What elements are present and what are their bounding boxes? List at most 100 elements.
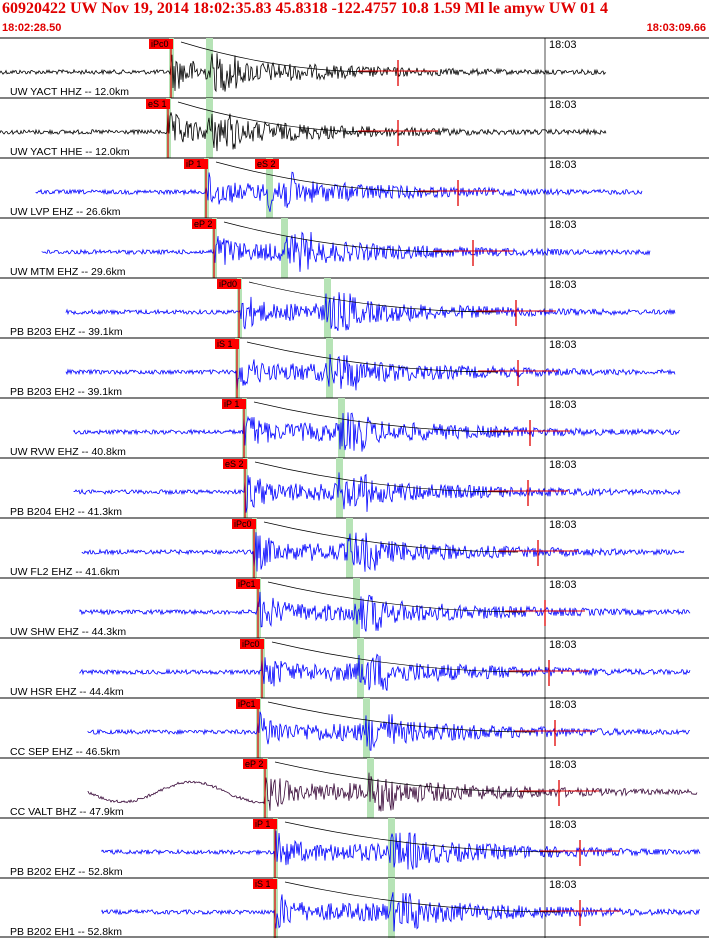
phase-pick-flag[interactable] xyxy=(243,759,267,769)
event-title: 60920422 UW Nov 19, 2014 18:02:35.83 45.… xyxy=(2,0,609,17)
s-window-band xyxy=(353,578,360,638)
coda-duration-curve xyxy=(223,221,454,253)
s-window-band xyxy=(206,38,213,98)
minute-tick-label: 18:03 xyxy=(549,219,577,231)
phase-pick-flag-secondary[interactable] xyxy=(255,159,279,169)
phase-pick-label: iPc0 xyxy=(234,519,252,529)
phase-pick-flag[interactable] xyxy=(232,519,256,529)
waveform-trace xyxy=(79,591,691,632)
minute-tick-label: 18:03 xyxy=(549,759,577,771)
trace-panel: 18:03 iP 1 eS 2 UW LVP EHZ -- 26.6km xyxy=(0,157,709,218)
minute-tick-label: 18:03 xyxy=(549,459,577,471)
phase-pick-flag[interactable] xyxy=(192,219,216,229)
trace-panel: 18:03 eS 1 UW YACT HHE -- 12.0km xyxy=(0,97,709,158)
minute-tick-label: 18:03 xyxy=(549,39,577,51)
waveform-trace xyxy=(73,412,681,452)
phase-pick-flag[interactable] xyxy=(215,339,239,349)
station-label: UW YACT HHE -- 12.0km xyxy=(10,146,130,158)
trace-panel: 18:03 iS 1 PB B203 EH2 -- 39.1km xyxy=(0,337,709,398)
phase-pick-flag[interactable] xyxy=(184,159,208,169)
phase-pick-flag[interactable] xyxy=(236,579,260,589)
minute-tick-label: 18:03 xyxy=(549,279,577,291)
window-start-time: 18:02:28.50 xyxy=(2,22,62,34)
trace-panel: 18:03 iP 1 PB B202 EHZ -- 52.8km xyxy=(0,817,709,878)
trace-panel: 18:03 eS 2 PB B204 EH2 -- 41.3km xyxy=(0,457,709,518)
phase-pick-flag[interactable] xyxy=(253,879,277,889)
waveform-trace xyxy=(87,772,698,812)
trace-panel: 18:03 eP 2 UW MTM EHZ -- 29.6km xyxy=(0,217,709,278)
s-window-band xyxy=(346,518,353,578)
minute-tick-label: 18:03 xyxy=(549,159,577,171)
waveform-trace xyxy=(87,711,690,751)
station-label: UW RVW EHZ -- 40.8km xyxy=(10,446,126,458)
station-label: CC SEP EHZ -- 46.5km xyxy=(10,746,120,758)
trace-panel: 18:03 iS 1 PB B202 EH1 -- 52.8km xyxy=(0,877,709,938)
waveform-trace xyxy=(35,171,643,212)
trace-panel: 18:03 iPc0 UW HSR EHZ -- 44.4km xyxy=(0,637,709,698)
station-label: UW MTM EHZ -- 29.6km xyxy=(10,266,126,278)
station-label: CC VALT BHZ -- 47.9km xyxy=(10,806,124,818)
window-end-time: 18:03:09.66 xyxy=(646,22,706,34)
trace-panel: 18:03 iPc0 UW FL2 EHZ -- 41.6km xyxy=(0,517,709,578)
coda-duration-curve xyxy=(267,581,526,613)
phase-pick-flag[interactable] xyxy=(149,39,173,49)
event-header: 60920422 UW Nov 19, 2014 18:02:35.83 45.… xyxy=(0,0,709,38)
coda-duration-curve xyxy=(246,341,499,373)
coda-duration-curve xyxy=(271,641,530,673)
phase-pick-label: iPc1 xyxy=(238,699,256,709)
phase-pick-label: eS 1 xyxy=(148,99,167,109)
coda-duration-curve xyxy=(284,821,561,853)
coda-duration-curve xyxy=(215,161,439,193)
minute-tick-label: 18:03 xyxy=(549,819,577,831)
waveform-trace xyxy=(0,53,607,93)
minute-tick-label: 18:03 xyxy=(549,339,577,351)
station-label: UW YACT HHZ -- 12.0km xyxy=(10,86,129,98)
phase-pick-flag[interactable] xyxy=(236,699,260,709)
station-label: UW FL2 EHZ -- 41.6km xyxy=(10,566,120,578)
waveform-trace xyxy=(0,111,607,152)
phase-pick-flag[interactable] xyxy=(146,99,170,109)
minute-tick-label: 18:03 xyxy=(549,879,577,891)
station-label: PB B204 EH2 -- 41.3km xyxy=(10,506,122,518)
s-window-band xyxy=(388,878,395,938)
phase-pick-flag[interactable] xyxy=(217,279,241,289)
minute-tick-label: 18:03 xyxy=(549,99,577,111)
waveform-trace xyxy=(73,472,681,513)
coda-duration-curve xyxy=(267,701,536,733)
trace-panel: 18:03 iPc0 UW YACT HHZ -- 12.0km xyxy=(0,37,709,98)
trace-panel: 18:03 iPc1 UW SHW EHZ -- 44.3km xyxy=(0,577,709,638)
trace-panel: 18:03 iPd0 PB B203 EHZ -- 39.1km xyxy=(0,277,709,338)
phase-pick-label: iPc1 xyxy=(238,579,256,589)
phase-pick-label: iS 1 xyxy=(217,339,233,349)
waveform-trace xyxy=(41,231,651,272)
trace-panel: 18:03 iP 1 UW RVW EHZ -- 40.8km xyxy=(0,397,709,458)
phase-pick-flag[interactable] xyxy=(223,459,247,469)
phase-pick-label: iPc0 xyxy=(242,639,260,649)
coda-duration-curve xyxy=(263,521,519,553)
phase-pick-label-secondary: eS 2 xyxy=(257,159,276,169)
minute-tick-label: 18:03 xyxy=(549,699,577,711)
s-window-band xyxy=(324,278,331,338)
phase-pick-label: eS 2 xyxy=(225,459,244,469)
phase-pick-flag[interactable] xyxy=(253,819,277,829)
waveform-trace xyxy=(101,892,700,932)
coda-duration-curve xyxy=(254,461,509,493)
minute-tick-label: 18:03 xyxy=(549,639,577,651)
minute-tick-label: 18:03 xyxy=(549,399,577,411)
station-label: PB B203 EHZ -- 39.1km xyxy=(10,326,123,338)
phase-pick-label: iP 1 xyxy=(224,399,239,409)
waveform-trace xyxy=(101,830,701,870)
s-window-band xyxy=(357,638,364,698)
coda-duration-curve xyxy=(177,101,379,133)
station-label: PB B202 EH1 -- 52.8km xyxy=(10,926,122,938)
phase-pick-label: eP 2 xyxy=(245,759,263,769)
coda-duration-curve xyxy=(248,281,497,313)
waveform-trace xyxy=(81,532,685,572)
s-window-band xyxy=(266,158,273,218)
phase-pick-flag[interactable] xyxy=(222,399,246,409)
coda-duration-curve xyxy=(253,401,511,433)
phase-pick-label: iPd0 xyxy=(219,279,237,289)
phase-pick-flag[interactable] xyxy=(240,639,264,649)
